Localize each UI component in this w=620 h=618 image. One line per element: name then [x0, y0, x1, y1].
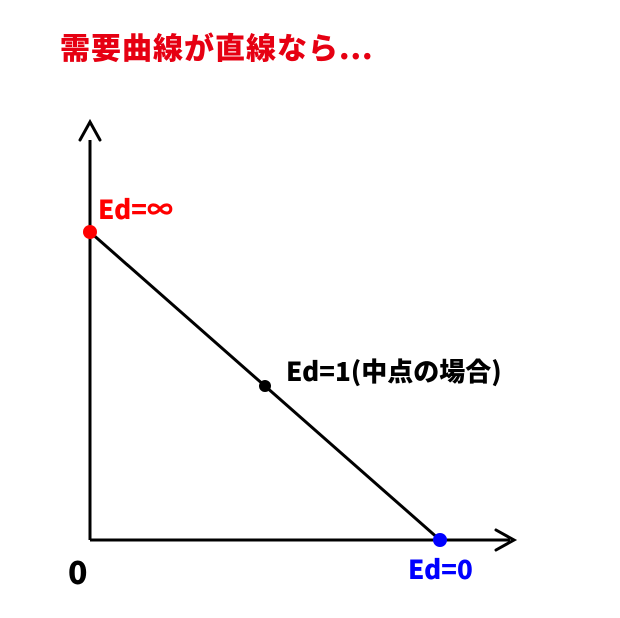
diagram-canvas: 需要曲線が直線なら... 0 Ed=∞ Ed=1(中点の場合) Ed=0 — [0, 0, 620, 618]
point-mid — [259, 380, 271, 392]
chart-svg — [0, 0, 620, 618]
y-axis-arrow — [80, 122, 100, 140]
point-bottom — [433, 533, 447, 547]
label-ed-zero: Ed=0 — [408, 550, 473, 587]
label-ed-infinity: Ed=∞ — [98, 190, 173, 227]
label-ed-one: Ed=1(中点の場合) — [286, 352, 502, 389]
origin-label: 0 — [68, 548, 88, 594]
point-top — [83, 225, 97, 239]
